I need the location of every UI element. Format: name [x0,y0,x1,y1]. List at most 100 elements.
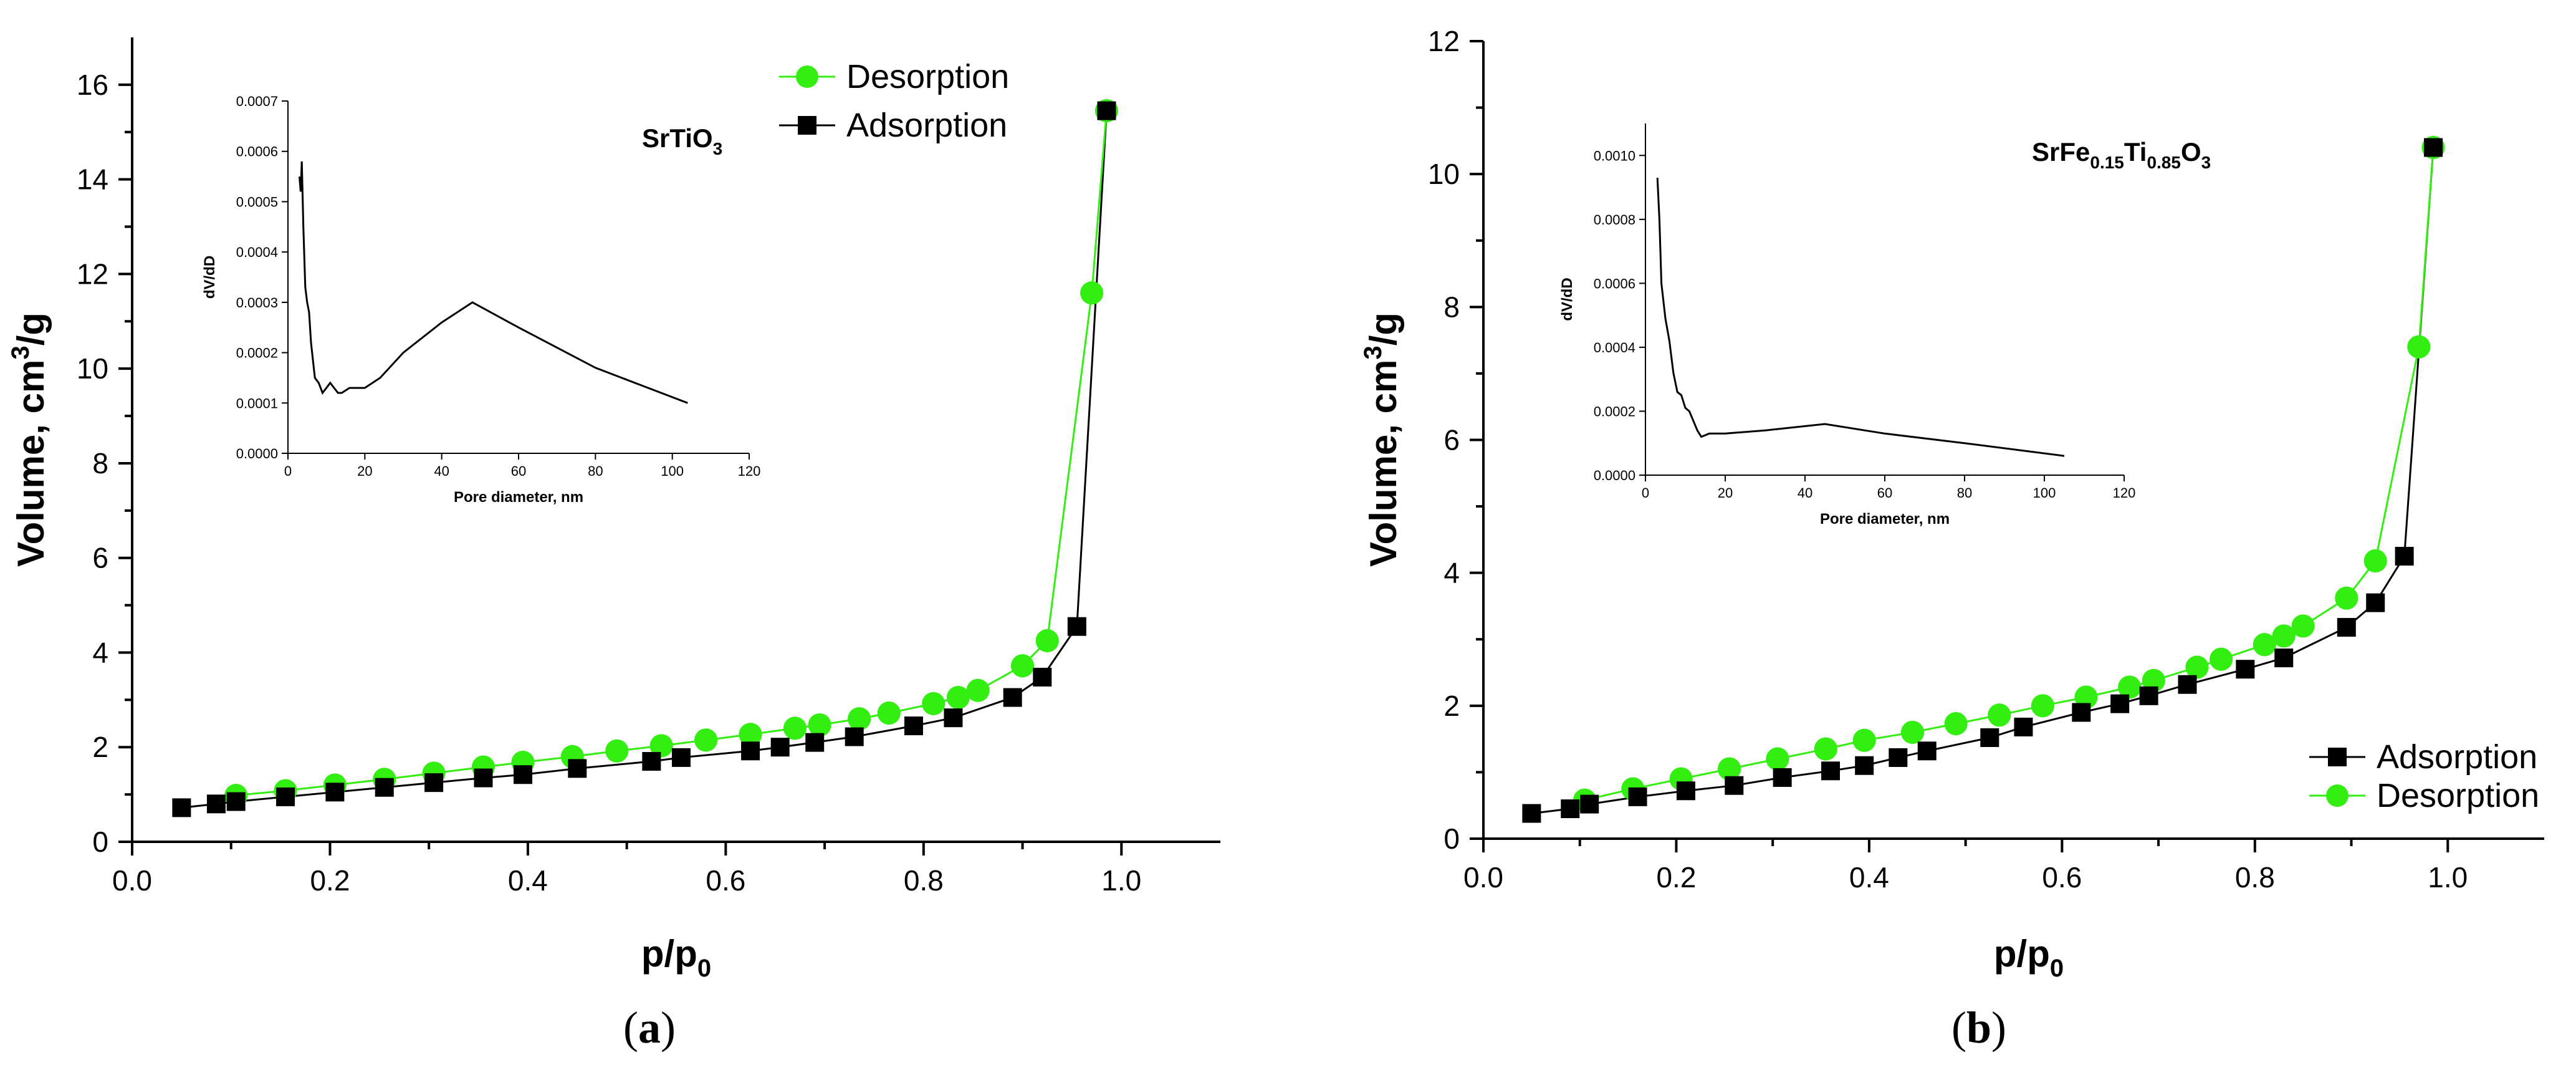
legend-label: Adsorption [846,107,1007,144]
adsorption-point [2424,138,2443,157]
desorption-point [2210,647,2233,671]
axes [1482,41,2544,840]
desorption-point [1900,720,1925,745]
adsorption-point [770,738,790,757]
desorption-point [1988,703,2011,727]
inset-x-axis-title: Pore diameter, nm [1820,511,1950,528]
x-tick-label: 1.0 [2428,861,2468,894]
x-tick-label: 0.8 [2235,861,2275,894]
adsorption-point [1580,794,1599,814]
adsorption-point [642,752,661,771]
desorption-point [739,723,762,746]
inset-y-tick-label: 0.0007 [236,94,278,109]
x-tick-label: 0.0 [1463,861,1503,894]
y-tick-label: 0 [92,826,108,858]
adsorption-point [805,733,825,752]
x-tick-label: 1.0 [1101,864,1141,897]
adsorption-point [1003,688,1022,707]
inset-x-tick-label: 100 [2033,485,2056,501]
adsorption-point [513,765,532,784]
desorption-point [2118,675,2142,699]
desorption-point [1766,747,1789,771]
adsorption-point [845,727,864,746]
legend-circle-marker [2326,784,2349,807]
inset-y-tick-label: 0.0004 [1594,340,1635,355]
adsorption-point [1561,799,1580,819]
inset-x-tick-label: 20 [1718,485,1733,501]
x-tick-label: 0.2 [1656,861,1696,894]
adsorption-point [2337,618,2356,637]
x-tick-label: 0.0 [112,864,152,897]
adsorption-point [2178,675,2197,694]
y-tick-label: 8 [1444,291,1460,323]
desorption-point [2253,633,2276,657]
inset-axes [1645,123,2124,476]
y-axis-title: Volume, cm3/g [1359,312,1404,567]
chart-b: 0.0 0.2 0.4 0.6 0.8 1.0 0 2 4 6 8 10 12 p/p0 Volume, c… [1359,25,2544,1053]
adsorption-point [2395,547,2414,566]
adsorption-point [944,708,963,728]
inset-x-tick-label: 120 [2113,485,2136,501]
y-tick-label: 14 [77,163,108,196]
inset-y-tick-label: 0.0008 [1594,212,1635,228]
adsorption-point [1676,781,1695,801]
x-tick-label: 0.2 [310,864,350,897]
adsorption-point [1821,761,1841,781]
desorption-point [2272,624,2296,648]
adsorption-point [741,741,760,761]
inset-y-tick-label: 0.0000 [236,446,278,461]
desorption-point [2142,668,2165,692]
adsorption-line [181,110,1108,809]
adsorption-point [1628,787,1647,806]
legend-square-marker [798,116,816,135]
y-tick-label: 0 [1444,822,1460,855]
desorption-point [1814,737,1837,761]
y-tick-label: 6 [1444,424,1460,456]
legend-circle-marker [796,65,818,88]
adsorption-point [1725,776,1744,795]
x-axis-title: p/p0 [641,933,711,982]
inset-y-tick-label: 0.0002 [1594,403,1635,419]
adsorption-point [2366,593,2385,612]
inset-x-tick-label: 40 [1798,485,1812,501]
desorption-point [2031,694,2055,718]
inset-y-tick-label: 0.0005 [236,194,278,210]
inset-y-tick-label: 0.0002 [236,345,278,361]
y-tick-label: 6 [92,542,108,574]
adsorption-point [2139,686,2158,705]
desorption-point [1010,654,1035,678]
adsorption-point [671,748,691,767]
inset-x-tick-label: 60 [511,463,526,479]
desorption-point [2185,655,2209,679]
legend-label: Desorption [846,58,1009,95]
x-tick-label: 0.6 [706,864,745,897]
y-tick-label: 16 [77,69,108,101]
adsorption-point [1067,617,1086,636]
adsorption-point [1917,741,1937,761]
adsorption-point [904,716,923,736]
adsorption-point [1033,667,1052,687]
sample-label: SrTiO3 [642,123,722,158]
desorption-point [946,685,970,710]
inset-y-axis-title: dV/dD [1559,277,1576,321]
adsorption-point [424,773,444,793]
inset-y-tick-label: 0.0006 [236,144,278,160]
x-tick-label: 0.6 [2042,861,2082,894]
adsorption-point [2072,703,2091,722]
desorption-point [2335,586,2358,610]
adsorption-point [2110,694,2130,713]
chart-a: 0.0 0.2 0.4 0.6 0.8 1.0 0 2 4 6 8 10 12 14 16 p/p0 Volum… [7,37,1220,1053]
adsorption-point [226,792,246,811]
inset-x-tick-label: 0 [284,463,292,479]
inset-y-tick-label: 0.0006 [1594,276,1635,291]
inset-y-tick-label: 0.0001 [236,395,278,411]
legend-square-marker [2328,748,2347,766]
desorption-point [808,713,831,737]
y-tick-label: 4 [92,636,108,668]
y-tick-label: 10 [1428,158,1460,190]
inset-chart: 0 20 40 60 80 100 120 0.0000 0.0001 0.0002 0.0003 0… [201,94,760,506]
adsorption-point [2236,660,2255,679]
adsorption-point [2274,648,2294,668]
desorption-point [605,739,629,763]
desorption-point [649,734,673,758]
